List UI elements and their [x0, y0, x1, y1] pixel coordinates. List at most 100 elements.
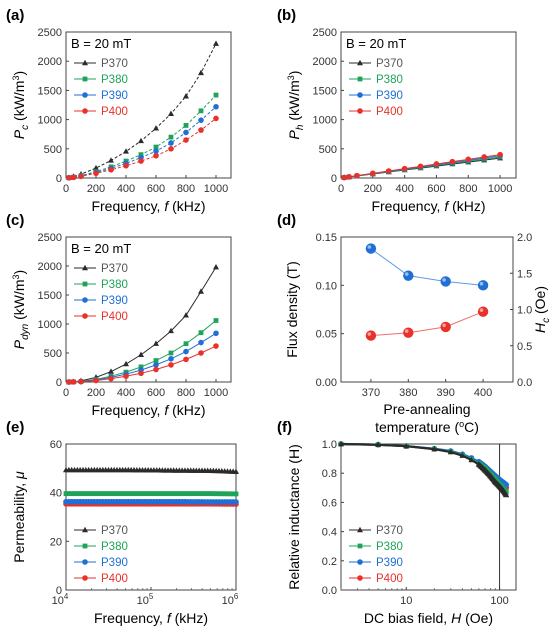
legend-label: P390 — [376, 90, 403, 102]
legend-swatch-marker — [82, 543, 88, 549]
left-y-tick-label: 0.10 — [316, 280, 337, 292]
x-tick-label: 1000 — [488, 183, 512, 195]
data-point — [148, 491, 154, 497]
y-tick-label: 2500 — [313, 27, 337, 39]
data-point — [159, 491, 165, 497]
data-point — [213, 263, 219, 270]
data-point — [447, 448, 454, 455]
legend-label: P370 — [101, 525, 128, 537]
legend: P370 P380 P390 P400 — [74, 263, 128, 323]
data-point — [93, 170, 99, 177]
x-axis-label-text: DC bias field, — [364, 610, 451, 626]
data-point — [153, 148, 159, 154]
x-tick-label: 390 — [437, 387, 455, 399]
data-point — [182, 491, 188, 497]
data-point — [153, 362, 159, 368]
y-tick-label: 0 — [56, 173, 62, 185]
data-point — [183, 341, 189, 347]
data-point — [168, 350, 174, 356]
legend-swatch-marker — [82, 559, 88, 565]
y-axis-label: Pc (kW/m3) — [11, 71, 31, 139]
y-tick-label: 2000 — [38, 56, 62, 68]
legend-swatch-marker — [82, 76, 88, 82]
data-point — [465, 156, 472, 163]
y-tick-label: 0 — [56, 377, 62, 389]
data-point — [216, 491, 222, 497]
x-tick-label: 106 — [222, 592, 239, 607]
data-point — [168, 356, 174, 362]
legend-item-P390: P390 — [74, 557, 128, 569]
data-point — [108, 375, 114, 382]
data-point — [145, 491, 151, 497]
y-tick-label: 2000 — [313, 56, 337, 68]
data-point — [233, 468, 239, 474]
data-point — [440, 276, 451, 287]
data-point — [459, 452, 466, 458]
data-point-highlight — [479, 308, 484, 312]
y-axis-label-symbol: P — [286, 129, 302, 139]
legend: P370 P380 P390 P400 — [349, 58, 403, 118]
data-point — [80, 491, 86, 497]
series-P390 — [63, 498, 239, 505]
data-point — [140, 491, 145, 497]
data-point — [370, 170, 376, 177]
data-point-highlight — [442, 323, 446, 328]
data-point — [198, 330, 204, 336]
x-tick-label: 600 — [147, 387, 165, 399]
y-axis-label-subscript: h — [295, 124, 306, 130]
x-tick-label: 0 — [63, 183, 69, 195]
data-point — [403, 327, 414, 338]
data-point — [477, 280, 489, 291]
panel-b: (b) 0 200 400 600 800 1000 0 500 1000 1500 2000 2500… — [277, 7, 517, 214]
data-point — [198, 69, 204, 76]
data-point — [213, 40, 219, 46]
panel-label: (a) — [6, 7, 24, 24]
x-tick-label: 400 — [474, 387, 492, 399]
plot-frame — [65, 31, 232, 179]
data-point — [94, 491, 100, 497]
data-point — [183, 93, 189, 99]
data-point — [230, 491, 236, 497]
panel-label: (b) — [277, 7, 296, 24]
x-axis-label-text: Frequency, — [94, 610, 167, 626]
legend-swatch-marker — [82, 92, 88, 98]
x-tick-base: 10 — [222, 595, 234, 607]
series-line — [68, 118, 217, 179]
x-tick-label: 400 — [395, 183, 413, 195]
data-point — [417, 163, 424, 170]
x-tick-label: 200 — [87, 387, 105, 399]
data-point — [162, 491, 168, 497]
x-tick-exponent: 4 — [64, 592, 69, 601]
series-P370 — [63, 466, 239, 474]
series-P400 — [66, 115, 219, 181]
plot-frame — [340, 31, 517, 179]
x-axis-label-text: temperature ( — [375, 419, 459, 435]
data-point — [346, 174, 352, 180]
data-point — [108, 491, 114, 497]
data-point — [123, 162, 129, 169]
data-point — [341, 174, 347, 181]
x-axis-label: Frequency, f (kHz) — [91, 198, 205, 214]
x-axis-label-symbol: f — [164, 402, 170, 418]
data-point — [174, 491, 179, 497]
x-tick-label: 800 — [177, 387, 195, 399]
y-axis-label-superscript: 3 — [11, 274, 21, 279]
right-y-tick-label: 2.0 — [517, 232, 532, 244]
series-P390 — [66, 330, 219, 385]
panel-f: (f) 10 100 0.0 0.2 0.4 0.6 0.8 1.0 DC bias field,… — [277, 419, 517, 626]
data-point-highlight — [367, 245, 372, 249]
data-point — [78, 378, 84, 385]
data-point — [153, 358, 159, 363]
data-point — [449, 158, 456, 165]
x-tick-label: 600 — [427, 183, 445, 195]
legend-item-P400: P400 — [74, 573, 128, 585]
data-point — [183, 312, 189, 318]
data-point — [210, 491, 216, 497]
data-point — [202, 491, 208, 497]
legend-swatch-marker — [357, 76, 363, 82]
y-axis-label-end: ) — [11, 71, 27, 76]
data-point — [185, 491, 191, 497]
data-point — [66, 175, 72, 181]
data-point — [70, 174, 77, 181]
